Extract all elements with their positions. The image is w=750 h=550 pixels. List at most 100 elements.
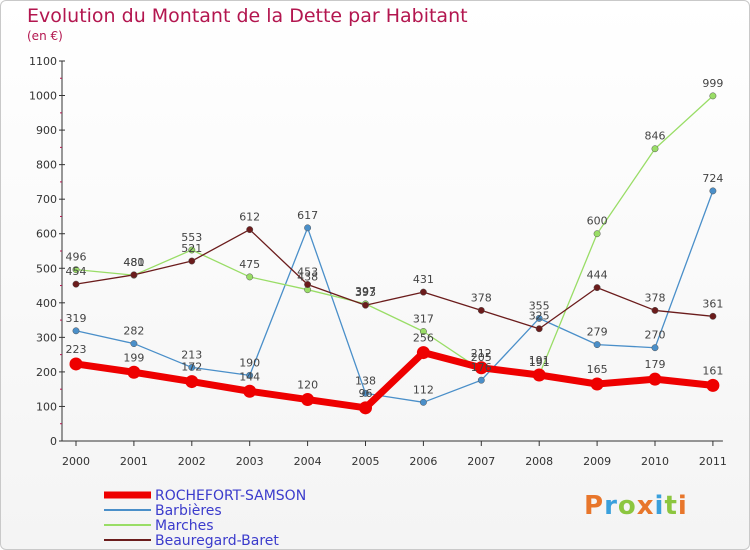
data-label: 191 [529, 356, 550, 369]
data-label: 190 [239, 356, 260, 369]
data-point [304, 281, 312, 288]
y-tick-label: 200 [36, 366, 57, 379]
data-point [188, 363, 196, 371]
data-point [535, 325, 543, 333]
data-label: 199 [123, 351, 144, 364]
data-point [72, 266, 80, 274]
data-point [709, 187, 717, 195]
x-tick-label: 2009 [583, 455, 611, 468]
data-label: 724 [702, 172, 723, 185]
data-point [477, 376, 485, 384]
data-label: 480 [123, 256, 144, 269]
data-point [651, 306, 659, 314]
data-point [185, 375, 199, 389]
data-label: 120 [297, 379, 318, 392]
data-point [246, 273, 254, 281]
data-label: 191 [529, 354, 550, 367]
proxiti-logo: Proxiti [584, 491, 688, 521]
data-point [188, 257, 196, 265]
y-tick-label: 1100 [29, 55, 57, 68]
data-label: 553 [181, 231, 202, 244]
data-point [709, 92, 717, 100]
legend-label: Beauregard-Baret [155, 533, 279, 549]
data-point [127, 365, 141, 379]
y-tick-label: 0 [50, 435, 57, 448]
data-label: 378 [471, 291, 492, 304]
data-label: 96 [359, 387, 373, 400]
data-point [593, 341, 601, 349]
x-tick-label: 2004 [294, 455, 322, 468]
data-label: 112 [413, 383, 434, 396]
y-tick-label: 100 [36, 400, 57, 413]
data-label: 279 [587, 326, 608, 339]
y-tick-label: 800 [36, 159, 57, 172]
x-tick-label: 2003 [236, 455, 264, 468]
x-tick-label: 2002 [178, 455, 206, 468]
data-label: 846 [645, 130, 666, 143]
y-tick-label: 700 [36, 193, 57, 206]
logo-letter: o [617, 491, 637, 521]
legend-label: Marches [155, 518, 214, 534]
data-point [532, 368, 546, 382]
data-point [72, 280, 80, 288]
data-label: 317 [413, 312, 434, 325]
y-tick-label: 300 [36, 331, 57, 344]
data-label: 475 [239, 258, 260, 271]
data-point [69, 357, 83, 371]
legend-label: ROCHEFORT-SAMSON [155, 488, 306, 504]
chart-title: Evolution du Montant de la Dette par Hab… [27, 5, 468, 27]
data-point [593, 230, 601, 238]
logo-letter: r [604, 491, 618, 521]
data-label: 617 [297, 209, 318, 222]
x-tick-label: 2010 [641, 455, 669, 468]
logo-letter: i [654, 491, 665, 521]
data-label: 612 [239, 211, 260, 224]
y-tick-label: 1000 [29, 90, 57, 103]
data-point [246, 371, 254, 379]
data-point [593, 284, 601, 292]
data-point [188, 246, 196, 254]
data-point [590, 377, 604, 391]
data-label: 205 [471, 351, 492, 364]
data-label: 138 [355, 374, 376, 387]
data-label: 453 [297, 266, 318, 279]
data-label: 270 [645, 329, 666, 342]
data-point [362, 301, 369, 309]
data-label: 999 [702, 77, 723, 90]
series-line-1 [75, 190, 714, 403]
data-label: 361 [702, 297, 723, 310]
data-label: 378 [645, 291, 666, 304]
data-label: 496 [66, 251, 87, 264]
series-line-0 [72, 349, 717, 412]
data-point [72, 327, 80, 335]
data-label: 481 [123, 256, 144, 269]
data-label: 393 [355, 286, 376, 299]
data-point [362, 389, 369, 397]
data-point [651, 145, 659, 153]
data-label: 282 [123, 325, 144, 338]
data-point [477, 306, 485, 314]
logo-letter: i [677, 491, 688, 521]
y-tick-label: 600 [36, 228, 57, 241]
x-tick-label: 2011 [699, 455, 727, 468]
data-label: 176 [471, 361, 492, 374]
y-tick-label: 500 [36, 262, 57, 275]
data-label: 319 [66, 312, 87, 325]
y-tick-label: 400 [36, 297, 57, 310]
data-point [304, 224, 312, 232]
data-point [243, 384, 257, 398]
data-label: 438 [297, 271, 318, 284]
data-label: 397 [355, 285, 376, 298]
data-point [709, 312, 717, 320]
unit-label: (en €) [27, 29, 63, 43]
data-label: 161 [702, 364, 723, 377]
data-point [419, 398, 427, 406]
data-point [301, 393, 315, 407]
data-label: 600 [587, 215, 608, 228]
legend-label: Barbières [155, 503, 222, 519]
logo-letter: P [584, 491, 605, 521]
data-point [419, 288, 427, 296]
data-point [474, 361, 488, 375]
